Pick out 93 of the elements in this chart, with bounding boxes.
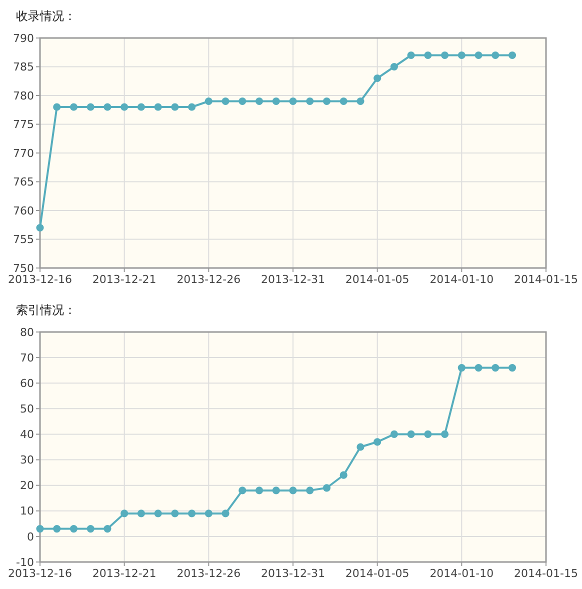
- point: [340, 471, 348, 479]
- point: [508, 51, 516, 60]
- point: [390, 62, 398, 71]
- point: [340, 97, 348, 106]
- y-tick-label: -10: [16, 556, 34, 569]
- point: [154, 103, 162, 111]
- point: [474, 364, 482, 372]
- point: [137, 103, 145, 111]
- point: [204, 510, 212, 518]
- y-tick-label: 765: [13, 176, 34, 189]
- point: [374, 74, 382, 82]
- y-tick-label: 790: [13, 32, 34, 45]
- point: [36, 224, 44, 232]
- point: [356, 97, 364, 106]
- point: [104, 524, 112, 533]
- x-tick-label: 2014-01-05: [345, 567, 410, 580]
- point: [120, 510, 128, 518]
- x-tick-label: 2014-01-05: [345, 273, 410, 286]
- chart-title: 收录情况：: [16, 9, 76, 23]
- x-tick-label: 2013-12-26: [176, 273, 241, 286]
- point: [86, 524, 94, 533]
- point: [154, 510, 162, 518]
- point: [36, 524, 44, 533]
- point: [374, 438, 382, 446]
- x-tick-label: 2013-12-16: [8, 567, 72, 580]
- point: [272, 97, 280, 106]
- point: [255, 486, 264, 494]
- point: [441, 430, 449, 438]
- point: [424, 430, 432, 438]
- point: [222, 97, 230, 106]
- point: [322, 484, 331, 492]
- point: [492, 51, 500, 60]
- y-tick-label: 20: [20, 479, 34, 492]
- point: [238, 97, 246, 106]
- point: [53, 524, 61, 533]
- y-tick-label: 775: [13, 118, 34, 132]
- point: [255, 97, 264, 106]
- point: [356, 443, 364, 451]
- point: [171, 103, 179, 111]
- y-tick-label: 10: [20, 504, 34, 518]
- x-tick-label: 2013-12-26: [176, 567, 241, 580]
- point: [390, 430, 398, 438]
- point: [238, 486, 246, 494]
- point: [104, 103, 112, 111]
- point: [188, 510, 196, 518]
- y-tick-label: 80: [20, 326, 34, 339]
- y-tick-label: 0: [27, 530, 34, 544]
- y-tick-label: 760: [13, 204, 34, 218]
- point: [492, 364, 500, 372]
- y-tick-label: 40: [20, 428, 34, 442]
- x-tick-label: 2014-01-10: [430, 273, 494, 286]
- y-tick-label: 755: [13, 233, 34, 246]
- x-tick-label: 2014-01-10: [430, 567, 494, 580]
- y-tick-label: 30: [20, 454, 34, 467]
- x-tick-label: 2013-12-31: [261, 273, 325, 286]
- point: [508, 364, 516, 372]
- chart-title: 索引情况：: [16, 303, 76, 317]
- point: [458, 51, 466, 60]
- point: [407, 430, 415, 438]
- point: [222, 510, 230, 518]
- x-tick-label: 2013-12-21: [92, 567, 156, 580]
- point: [204, 97, 212, 106]
- x-tick-label: 2013-12-21: [92, 273, 156, 286]
- point: [407, 51, 415, 60]
- point: [272, 486, 280, 494]
- point: [458, 364, 466, 372]
- x-tick-label: 2014-01-15: [514, 567, 578, 580]
- point: [171, 510, 179, 518]
- point: [86, 103, 94, 111]
- x-tick-label: 2014-01-15: [514, 273, 578, 286]
- point: [289, 97, 297, 106]
- point: [322, 97, 331, 106]
- point: [289, 486, 297, 494]
- point: [53, 103, 61, 111]
- point: [188, 103, 196, 111]
- y-tick-label: 785: [13, 60, 34, 74]
- point: [424, 51, 432, 60]
- point: [70, 103, 78, 111]
- point: [70, 524, 78, 533]
- y-tick-label: 70: [20, 351, 34, 364]
- y-tick-label: 60: [20, 376, 34, 390]
- y-tick-label: 780: [13, 89, 34, 102]
- point: [137, 510, 145, 518]
- x-tick-label: 2013-12-31: [261, 567, 325, 580]
- y-tick-label: 770: [13, 146, 34, 160]
- point: [474, 51, 482, 60]
- x-tick-label: 2013-12-16: [8, 273, 72, 286]
- point: [441, 51, 449, 60]
- point: [120, 103, 128, 111]
- point: [306, 97, 314, 106]
- y-tick-label: 50: [20, 402, 34, 416]
- y-tick-label: 750: [13, 262, 34, 275]
- point: [306, 486, 314, 494]
